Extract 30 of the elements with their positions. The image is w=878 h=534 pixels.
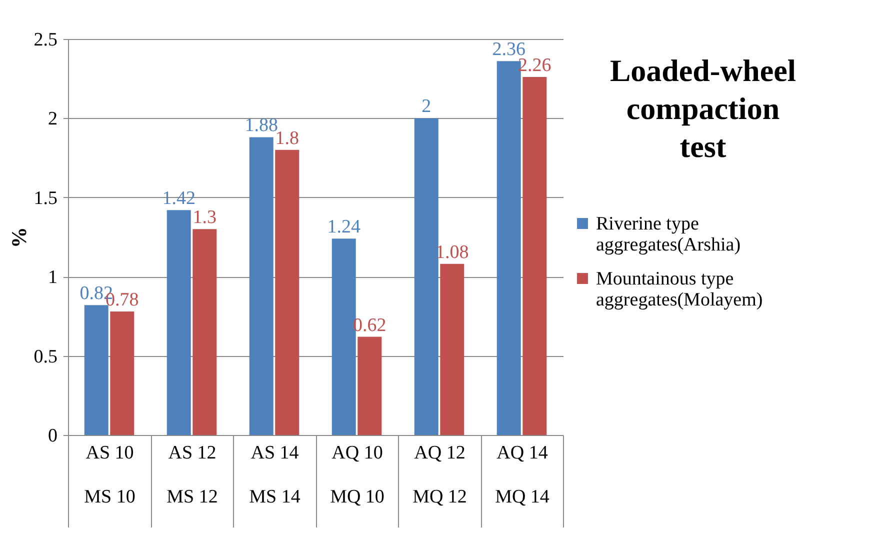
bar [414, 118, 438, 435]
bar [110, 311, 134, 435]
data-label: 1.88 [244, 115, 278, 136]
legend-label: Mountainous type aggregates(Molayem) [596, 268, 763, 310]
category-label: AQ 10 MQ 10 [330, 442, 384, 508]
data-label: 2 [422, 96, 432, 118]
y-tick-label: 1.5 [34, 188, 58, 209]
y-tick-label: 0.5 [34, 346, 58, 368]
category-label: AQ 12 MQ 12 [412, 442, 467, 508]
y-tick-label: 2 [48, 108, 58, 130]
category-label: AS 10 MS 10 [84, 442, 136, 508]
bar [275, 150, 300, 435]
data-label: 1.24 [327, 216, 361, 238]
category-label: AQ 14 MQ 14 [495, 442, 550, 508]
y-axis-title: % [6, 227, 31, 248]
category-label: AS 14 MS 14 [249, 442, 300, 508]
bar [522, 77, 547, 435]
y-tick-label: 1 [48, 267, 58, 288]
category-label: AS 12 MS 12 [166, 442, 218, 508]
bar [440, 264, 464, 435]
y-tick-label: 2.5 [34, 30, 58, 50]
y-tick-label: 0 [48, 426, 58, 446]
bar [192, 229, 217, 435]
bar [358, 336, 382, 435]
bar [249, 137, 274, 435]
bar [166, 210, 191, 435]
text: Loaded-wheel compaction test [610, 53, 796, 164]
bar [84, 305, 108, 435]
data-label: 1.3 [192, 207, 217, 228]
legend-label: Riverine type aggregates(Arshia) [596, 214, 741, 256]
